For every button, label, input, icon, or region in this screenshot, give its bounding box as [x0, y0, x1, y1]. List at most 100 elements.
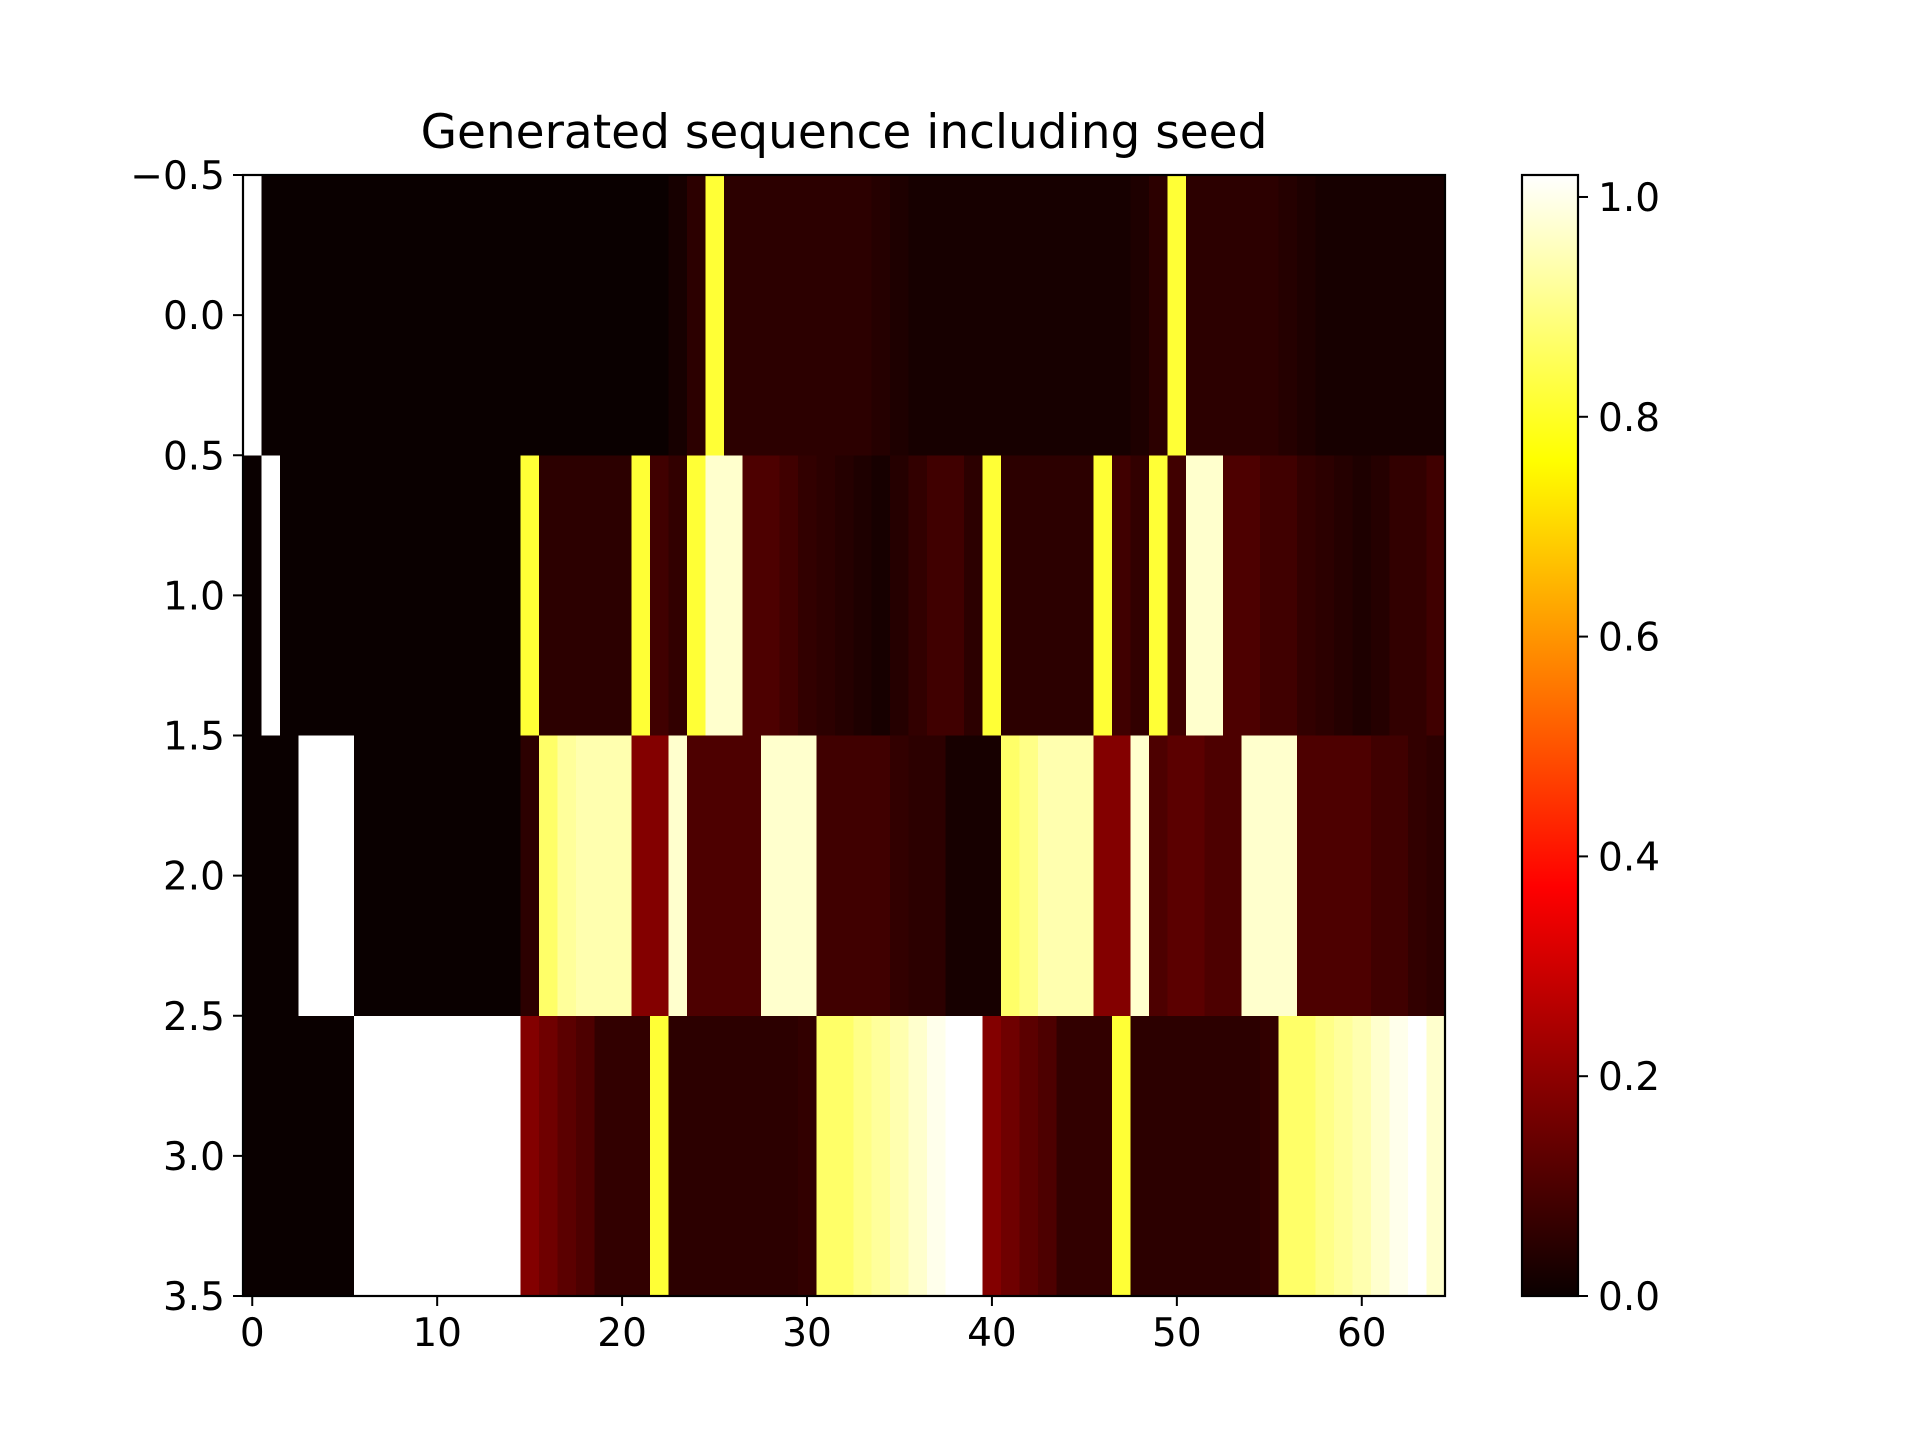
heatmap-cell [668, 175, 688, 456]
heatmap-cell [557, 455, 577, 737]
y-tick-label: 1.5 [163, 715, 225, 760]
heatmap-cell [982, 735, 1002, 1017]
heatmap-cell [1186, 175, 1206, 456]
heatmap-cell [686, 1015, 706, 1297]
heatmap-cell [1075, 1015, 1095, 1297]
heatmap-cell [945, 175, 965, 456]
heatmap-cell [1038, 175, 1058, 456]
heatmap-cell [890, 735, 910, 1017]
heatmap-cell [1408, 175, 1428, 456]
heatmap-cell [483, 175, 503, 456]
heatmap-cell [594, 455, 614, 737]
heatmap-cell [723, 175, 743, 456]
heatmap-cell [427, 735, 448, 1017]
heatmap-cell [1223, 735, 1243, 1017]
heatmap-cell [1260, 175, 1280, 456]
heatmap-cell [964, 175, 984, 456]
heatmap-cell [243, 1015, 263, 1297]
heatmap-cell [501, 455, 521, 737]
heatmap-cell [927, 175, 947, 456]
heatmap-cell [1315, 1015, 1335, 1297]
heatmap-cell [927, 1015, 947, 1297]
heatmap-cell [1019, 455, 1039, 737]
heatmap-cell [279, 735, 300, 1017]
heatmap-cell [353, 455, 374, 737]
heatmap-cell [316, 1015, 337, 1297]
heatmap-cell [483, 735, 503, 1017]
heatmap-cell [705, 455, 725, 737]
heatmap-cell [797, 455, 817, 737]
heatmap-cell [1038, 735, 1058, 1017]
heatmap-cell [1019, 735, 1039, 1017]
heatmap-cell [427, 455, 448, 737]
heatmap-cell [927, 455, 947, 737]
heatmap-cell [964, 735, 984, 1017]
heatmap-cell [1371, 175, 1391, 456]
heatmap-cell [1315, 175, 1335, 456]
heatmap-cell [816, 735, 836, 1017]
heatmap-cell [1186, 735, 1206, 1017]
heatmap-cell [446, 175, 466, 456]
heatmap-cell [372, 175, 392, 456]
heatmap-cell [668, 1015, 688, 1297]
heatmap-cell [686, 735, 706, 1017]
heatmap-cell [797, 175, 817, 456]
heatmap-cell [1334, 455, 1354, 737]
heatmap-cell [668, 735, 688, 1017]
heatmap-cell [1112, 735, 1132, 1017]
heatmap-cell [816, 455, 836, 737]
heatmap-cell [1019, 175, 1039, 456]
heatmap-cell [631, 455, 651, 737]
heatmap-cell [575, 735, 595, 1017]
heatmap-cell [834, 1015, 854, 1297]
heatmap-cell [575, 175, 595, 456]
heatmap-cell [816, 175, 836, 456]
heatmap-cell [575, 1015, 595, 1297]
heatmap-cell [779, 455, 799, 737]
heatmap-cell [243, 735, 263, 1017]
heatmap-cell [1186, 455, 1206, 737]
heatmap-cell [594, 1015, 614, 1297]
heatmap-cell [390, 175, 411, 456]
heatmap-cell [390, 735, 411, 1017]
heatmap-cell [668, 455, 688, 737]
heatmap-cell [908, 1015, 928, 1297]
heatmap-cell [1352, 455, 1372, 737]
heatmap-cell [760, 735, 780, 1017]
heatmap-cell [853, 175, 873, 456]
heatmap-cell [409, 455, 429, 737]
heatmap-cell [1130, 455, 1150, 737]
heatmap-cell [964, 455, 984, 737]
heatmap-cell [871, 1015, 891, 1297]
x-tick-label: 10 [412, 1311, 462, 1356]
heatmap-cell [1112, 175, 1132, 456]
heatmap-cell [631, 1015, 651, 1297]
heatmap-cell [908, 455, 928, 737]
heatmap-cell [390, 1015, 411, 1297]
heatmap-cell [1408, 455, 1428, 737]
heatmap-cell [464, 1015, 484, 1297]
heatmap-cell [1389, 735, 1409, 1017]
heatmap-cell [1278, 1015, 1298, 1297]
heatmap-cell [1204, 735, 1224, 1017]
colorbar-tick-label: 1.0 [1598, 176, 1660, 221]
heatmap-cell [1352, 735, 1372, 1017]
heatmap-cell [816, 1015, 836, 1297]
heatmap-cell [427, 1015, 448, 1297]
heatmap-cell [1408, 735, 1428, 1017]
heatmap-cell [1186, 1015, 1206, 1297]
y-tick-label: 1.0 [163, 574, 225, 619]
heatmap-cell [1426, 175, 1446, 456]
heatmap-cell [723, 735, 743, 1017]
heatmap-cell [501, 1015, 521, 1297]
y-tick-label: 2.5 [163, 995, 225, 1040]
colorbar-axis: 0.0 0.2 0.4 0.6 0.8 1.0 [1578, 176, 1660, 1320]
heatmap-cell [353, 1015, 374, 1297]
heatmap-cell [1297, 735, 1317, 1017]
x-tick-label: 0 [240, 1311, 265, 1356]
heatmap-cell [705, 1015, 725, 1297]
heatmap-cell [779, 175, 799, 456]
heatmap-cell [742, 1015, 762, 1297]
heatmap-cell [612, 1015, 632, 1297]
heatmap-cell [1056, 735, 1076, 1017]
